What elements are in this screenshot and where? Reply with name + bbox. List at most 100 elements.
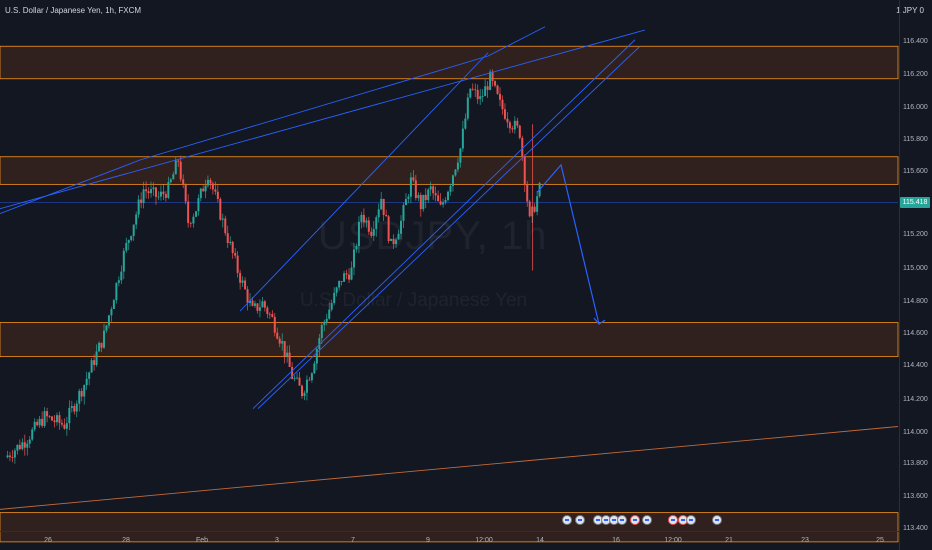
projection-arrowhead-icon	[593, 317, 606, 325]
candle-body	[244, 280, 247, 290]
candle-body	[253, 303, 256, 306]
candle-body	[261, 301, 264, 308]
candle-body	[209, 179, 212, 184]
event-flag-icon[interactable]	[575, 515, 585, 525]
candle-body	[357, 221, 360, 247]
event-flag-icon[interactable]	[617, 515, 627, 525]
event-flag-icon[interactable]	[668, 515, 678, 525]
candle-body	[325, 318, 328, 322]
candle-body	[323, 321, 326, 325]
candle-body	[142, 189, 145, 203]
event-flag-icon[interactable]	[562, 515, 572, 525]
event-flag-icon[interactable]	[642, 515, 652, 525]
trendline	[0, 159, 141, 215]
candle-body	[503, 109, 506, 119]
candle-body	[397, 233, 400, 240]
candle-body	[382, 198, 385, 215]
price-tick: 113.600	[903, 493, 928, 500]
candle-body	[533, 206, 536, 212]
candle-body	[182, 179, 185, 185]
candle-body	[90, 360, 93, 373]
candle-body	[402, 205, 405, 221]
candle-body	[315, 348, 318, 364]
candle-body	[246, 289, 249, 303]
candle-body	[442, 202, 445, 205]
candle-body	[95, 351, 98, 365]
candle-body	[343, 273, 346, 282]
candle-body	[169, 179, 172, 183]
time-tick: Feb	[195, 537, 209, 544]
candle-body	[263, 301, 266, 308]
candle-body	[523, 156, 526, 185]
candle-body	[98, 342, 101, 352]
candle-body	[419, 195, 422, 210]
candle-body	[38, 418, 41, 426]
candle-body	[518, 125, 521, 138]
candle-body	[65, 423, 68, 429]
candle-body	[427, 189, 430, 201]
candle-body	[313, 363, 316, 374]
candle-body	[58, 415, 61, 423]
candle-body	[174, 160, 177, 175]
candle-body	[110, 308, 113, 316]
candle-body	[380, 198, 383, 210]
candle-body	[447, 191, 450, 201]
candle-body	[370, 231, 373, 236]
candle-body	[454, 169, 457, 176]
candle-body	[266, 307, 269, 314]
candle-body	[115, 282, 118, 301]
time-tick: 28	[122, 537, 130, 544]
candle-body	[372, 229, 375, 236]
candle-body	[432, 186, 435, 194]
candle-body	[466, 97, 469, 119]
candle-body	[305, 379, 308, 393]
currency-label[interactable]: 1 JPY 0	[896, 6, 924, 15]
candle-body	[164, 194, 167, 198]
candle-body	[68, 407, 71, 424]
price-tick: 116.000	[903, 104, 928, 111]
candle-body	[28, 439, 31, 444]
candle-body	[400, 220, 402, 234]
candle-body	[352, 249, 355, 268]
time-tick: 25	[876, 537, 884, 544]
price-tick: 115.600	[903, 168, 928, 175]
candle-body	[496, 85, 499, 94]
drawn-trendlines[interactable]	[0, 26, 899, 510]
candle-body	[137, 199, 140, 215]
projection-path[interactable]	[536, 163, 606, 325]
candle-body	[479, 96, 482, 100]
candle-body	[202, 188, 205, 192]
candle-body	[494, 81, 497, 86]
candle-body	[18, 444, 21, 450]
trendline	[257, 45, 641, 409]
candle-body	[251, 300, 254, 306]
candle-body	[350, 267, 353, 280]
candle-body	[48, 416, 51, 418]
candle-body	[105, 325, 108, 331]
candle-body	[55, 415, 58, 423]
candle-body	[348, 274, 351, 280]
candle-body	[221, 218, 224, 220]
candle-body	[125, 242, 128, 251]
time-tick: 3	[275, 537, 279, 544]
price-tick: 114.000	[903, 429, 928, 436]
candle-body	[439, 201, 442, 205]
symbol-title[interactable]: U.S. Dollar / Japanese Yen, 1h, FXCM	[5, 6, 142, 15]
candle-body	[204, 185, 207, 192]
candle-body	[224, 218, 227, 234]
event-flag-icon[interactable]	[630, 515, 640, 525]
candle-series	[6, 69, 541, 464]
candle-body	[367, 220, 370, 232]
candle-body	[16, 444, 19, 451]
candle-body	[256, 303, 259, 311]
candle-body	[63, 424, 66, 429]
candle-body	[157, 196, 160, 198]
candle-body	[424, 194, 427, 201]
candle-body	[409, 177, 412, 197]
event-flag-icon[interactable]	[712, 515, 722, 525]
candle-body	[481, 96, 484, 97]
candle-body	[271, 314, 274, 317]
event-flag-icon[interactable]	[686, 515, 696, 525]
